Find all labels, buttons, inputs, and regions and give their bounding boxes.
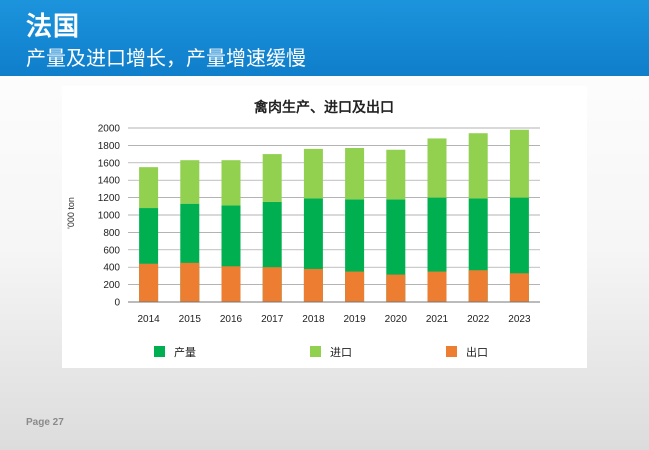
bar-export <box>180 262 200 302</box>
y-tick-label: 1200 <box>98 193 121 204</box>
bar-import <box>139 167 159 209</box>
bar-export <box>468 270 488 302</box>
y-tick-label: 600 <box>103 245 120 256</box>
bar-export <box>139 263 159 302</box>
bar-import <box>345 148 365 200</box>
x-tick-label: 2015 <box>179 314 202 325</box>
y-tick-label: 1000 <box>98 211 121 222</box>
page-number: Page 27 <box>26 417 64 428</box>
bar-export <box>427 271 447 302</box>
y-tick-label: 0 <box>114 298 120 309</box>
bar-export <box>303 268 323 302</box>
x-tick-label: 2018 <box>302 314 325 325</box>
x-tick-label: 2016 <box>220 314 243 325</box>
x-tick-label: 2023 <box>508 314 531 325</box>
bar-import <box>509 129 529 198</box>
bar-export <box>345 271 365 302</box>
y-tick-label: 400 <box>103 263 120 274</box>
bar-import <box>386 149 406 200</box>
y-tick-label: 800 <box>103 228 120 239</box>
legend-swatch <box>310 346 321 357</box>
y-tick-label: 200 <box>103 280 120 291</box>
bar-import <box>303 148 323 199</box>
legend-label: 进口 <box>330 346 352 359</box>
slide-title: 法国 <box>26 12 81 42</box>
x-tick-label: 2021 <box>426 314 449 325</box>
legend-swatch <box>154 346 165 357</box>
bar-export <box>509 273 529 302</box>
x-tick-label: 2017 <box>261 314 284 325</box>
x-tick-label: 2020 <box>385 314 408 325</box>
bar-import <box>427 138 447 198</box>
bar-import <box>468 133 488 199</box>
chart-svg: 禽肉生产、进口及出口 '000 ton 0 200 400 600 800 1000 120… <box>66 99 540 359</box>
y-tick-label: 1800 <box>98 141 121 152</box>
x-tick-label: 2022 <box>467 314 490 325</box>
bar-import <box>221 160 241 206</box>
legend-label: 出口 <box>466 345 488 359</box>
y-tick-label: 2000 <box>98 124 121 135</box>
bar-export <box>262 267 282 302</box>
bar-import <box>180 160 200 204</box>
bar-export <box>221 266 241 302</box>
header-bar: 法国 产量及进口增长，产量增速缓慢 <box>0 0 649 76</box>
y-axis-label: '000 ton <box>66 197 76 229</box>
x-tick-label: 2014 <box>137 314 160 325</box>
slide-subtitle: 产量及进口增长，产量增速缓慢 <box>26 46 306 70</box>
chart-title: 禽肉生产、进口及出口 <box>253 99 394 115</box>
y-tick-label: 1400 <box>98 176 121 187</box>
bar-import <box>262 154 282 202</box>
y-tick-label: 1600 <box>98 158 121 169</box>
chart-panel: 禽肉生产、进口及出口 '000 ton 0 200 400 600 800 1000 120… <box>62 86 587 368</box>
legend-label: 产量 <box>174 345 196 359</box>
legend-swatch <box>446 346 457 357</box>
x-tick-label: 2019 <box>343 314 366 325</box>
bar-export <box>386 274 406 302</box>
